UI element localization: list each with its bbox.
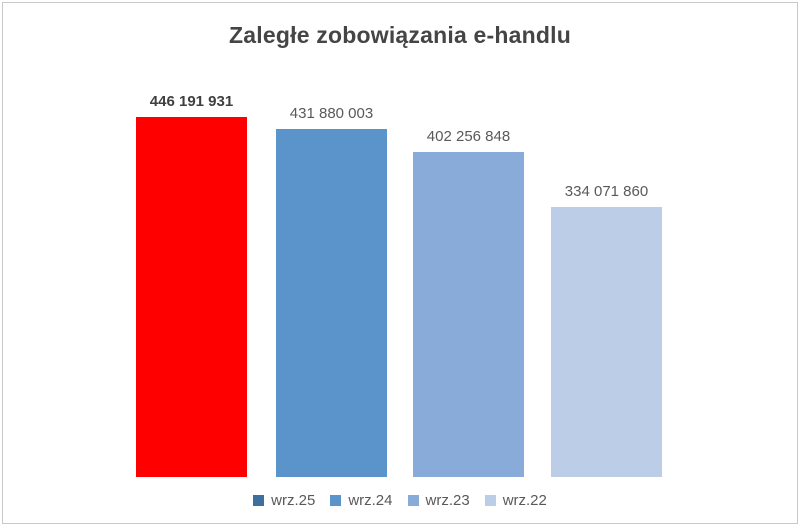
bar-group-wrz22: 334 071 860	[551, 183, 662, 477]
bar-value-label-wrz23: 402 256 848	[426, 128, 511, 145]
bar-wrz23	[413, 152, 524, 477]
chart-title: Zaległe zobowiązania e-handlu	[229, 22, 571, 48]
bar-value-label-wrz25: 446 191 931	[149, 93, 234, 110]
bar-wrz22	[551, 207, 662, 477]
bar-value-label-wrz22: 334 071 860	[564, 183, 649, 200]
bar-group-wrz25: 446 191 931	[136, 93, 247, 477]
legend-swatch-wrz22-icon	[484, 495, 496, 506]
legend-label-wrz22: wrz.22	[502, 492, 547, 509]
legend-item-wrz23: wrz.23	[407, 492, 470, 509]
legend-label-wrz24: wrz.24	[348, 492, 393, 509]
bar-wrz25	[136, 117, 247, 477]
legend: wrz.25 wrz.24 wrz.23 wrz.22	[0, 492, 800, 509]
legend-swatch-wrz24-icon	[330, 495, 342, 506]
bar-value-label-wrz24: 431 880 003	[289, 105, 374, 122]
legend-swatch-wrz25-icon	[253, 495, 265, 506]
legend-item-wrz24: wrz.24	[330, 492, 393, 509]
legend-label-wrz23: wrz.23	[425, 492, 470, 509]
legend-item-wrz22: wrz.22	[484, 492, 547, 509]
legend-label-wrz25: wrz.25	[271, 492, 316, 509]
bar-group-wrz24: 431 880 003	[276, 105, 387, 477]
legend-swatch-wrz23-icon	[407, 495, 419, 506]
bar-group-wrz23: 402 256 848	[413, 128, 524, 477]
bar-wrz24	[276, 129, 387, 477]
legend-item-wrz25: wrz.25	[253, 492, 315, 509]
